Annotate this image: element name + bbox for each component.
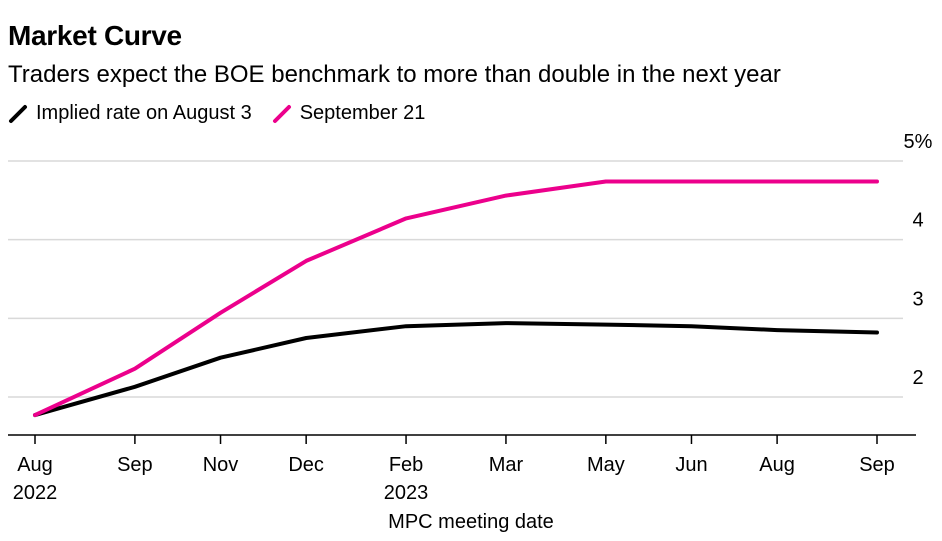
- x-tick-label-nov: Nov: [203, 454, 239, 476]
- x-tick-label-jun: Jun: [675, 454, 707, 476]
- series-line-aug3: [33, 321, 879, 418]
- x-tick-label-feb: Feb: [389, 454, 423, 476]
- x-axis-label: MPC meeting date: [388, 511, 554, 533]
- legend: Implied rate on August 3 September 21: [8, 102, 445, 125]
- legend-item-sep21: September 21: [272, 102, 426, 125]
- x-tick-label-sep: Sep: [117, 454, 153, 476]
- x-tick-year-2022: 2022: [13, 482, 58, 504]
- x-ticks: Aug 2022 Sep Nov Dec Feb 2023 Mar May Jun Aug Sep: [13, 435, 895, 504]
- x-tick-label-aug: Aug: [759, 454, 795, 476]
- chart-title: Market Curve: [8, 20, 182, 51]
- chart-subtitle: Traders expect the BOE benchmark to more…: [8, 61, 781, 88]
- y-tick-label-4: 4: [912, 210, 923, 232]
- series-line-sep21: [33, 179, 879, 418]
- legend-slash-icon-pink: [272, 104, 291, 123]
- series-lines: [33, 179, 879, 418]
- legend-label-aug3: Implied rate on August 3: [36, 102, 252, 124]
- y-tick-label-2: 2: [912, 367, 923, 389]
- legend-label-sep21: September 21: [299, 102, 426, 124]
- gridlines: [8, 160, 903, 398]
- x-tick-label-sep: Sep: [859, 454, 895, 476]
- x-tick-label-aug: Aug: [17, 454, 53, 476]
- x-tick-label-dec: Dec: [288, 454, 324, 476]
- y-tick-labels: 2 3 4 5%: [904, 131, 933, 389]
- x-tick-label-mar: Mar: [489, 454, 524, 476]
- x-tick-year-2023: 2023: [384, 482, 429, 504]
- y-tick-label-3: 3: [912, 288, 923, 310]
- y-tick-label-5: 5%: [904, 131, 933, 153]
- legend-slash-icon-black: [9, 104, 27, 123]
- x-tick-label-may: May: [587, 454, 625, 476]
- legend-item-aug3: Implied rate on August 3: [8, 102, 252, 125]
